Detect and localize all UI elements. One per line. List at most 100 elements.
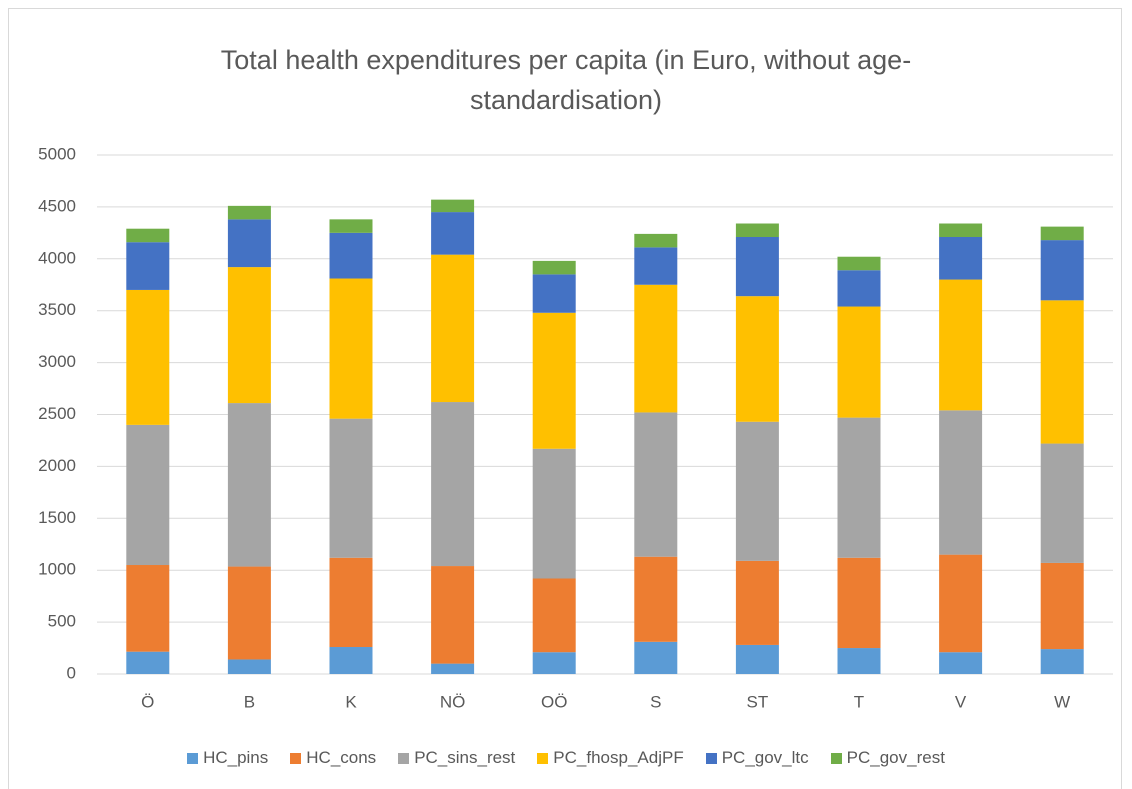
bar-segment: [939, 279, 983, 411]
bar-segment: [939, 554, 983, 653]
x-tick-label: B: [244, 692, 255, 711]
x-tick-label: K: [345, 692, 357, 711]
bar-segment: [634, 412, 678, 557]
y-tick-label: 5000: [38, 144, 76, 163]
y-tick-label: 4000: [38, 248, 76, 267]
bar-segment: [532, 578, 576, 653]
x-tick-label: NÖ: [440, 692, 466, 711]
bar-segment: [939, 410, 983, 555]
bar-segment: [126, 289, 170, 425]
bar-segment: [1040, 226, 1084, 241]
x-tick-label: OÖ: [541, 692, 567, 711]
bar-segment: [634, 233, 678, 248]
bar-segment: [227, 566, 271, 660]
y-tick-label: 4500: [38, 196, 76, 215]
bar-segment: [837, 648, 881, 674]
bar-segment: [939, 237, 983, 280]
x-tick-label: Ö: [141, 692, 154, 711]
y-tick-label: 1500: [38, 508, 76, 527]
bar-segment: [227, 403, 271, 567]
legend-swatch: [398, 752, 410, 764]
bar-segment: [329, 219, 373, 233]
bar-segment: [735, 296, 779, 422]
bar-segment: [1040, 240, 1084, 301]
bar-segment: [126, 565, 170, 652]
bar-segment: [329, 557, 373, 648]
bar-segment: [735, 421, 779, 561]
bar-segment: [735, 237, 779, 297]
bar-segment: [431, 254, 475, 403]
bar-segment: [431, 663, 475, 674]
legend-swatch: [830, 752, 842, 764]
bar-segment: [634, 641, 678, 674]
legend-item: PC_gov_rest: [830, 748, 945, 768]
bar-segment: [735, 223, 779, 238]
bar-segment: [126, 242, 170, 290]
bar-segment: [1040, 443, 1084, 563]
bar-segment: [1040, 300, 1084, 444]
legend-item: PC_gov_ltc: [705, 748, 809, 768]
y-tick-label: 2500: [38, 404, 76, 423]
y-tick-label: 3000: [38, 352, 76, 371]
bar-segment: [431, 402, 475, 567]
y-tick-label: 3500: [38, 300, 76, 319]
x-tick-label: ST: [747, 692, 769, 711]
bar-segment: [126, 228, 170, 243]
x-tick-label: V: [955, 692, 967, 711]
legend-item: HC_cons: [290, 748, 376, 768]
legend-item: PC_fhosp_AdjPF: [537, 748, 684, 768]
bar-segment: [837, 256, 881, 271]
bar-segment: [329, 418, 373, 558]
bar-segment: [634, 556, 678, 642]
legend-swatch: [705, 752, 717, 764]
bar-segment: [431, 199, 475, 213]
bar-segment: [329, 232, 373, 279]
legend-item: PC_sins_rest: [398, 748, 515, 768]
chart-frame: [8, 8, 1122, 789]
legend-label: HC_pins: [203, 748, 269, 767]
bar-segment: [329, 278, 373, 419]
y-tick-label: 2000: [38, 456, 76, 475]
legend-label: HC_cons: [306, 748, 377, 767]
bar-segment: [837, 557, 881, 649]
legend-label: PC_sins_rest: [414, 748, 516, 767]
bar-segment: [1040, 649, 1084, 674]
bar-segment: [227, 219, 271, 268]
bar-segment: [227, 267, 271, 404]
legend: HC_pins HC_cons PC_sins_rest PC_fhosp_AdjPF…: [0, 748, 1132, 768]
bar-segment: [329, 647, 373, 674]
bar-segment: [532, 312, 576, 449]
bar-segment: [1040, 562, 1084, 650]
bar-segment: [532, 274, 576, 313]
legend-item: HC_pins: [187, 748, 268, 768]
legend-label: PC_fhosp_AdjPF: [553, 748, 684, 767]
bar-segment: [126, 651, 170, 674]
legend-swatch: [187, 752, 199, 764]
bar-segment: [837, 270, 881, 307]
legend-swatch: [290, 752, 302, 764]
bar-segment: [939, 652, 983, 674]
bar-segment: [227, 659, 271, 674]
y-tick-label: 0: [67, 663, 76, 682]
bar-segment: [227, 205, 271, 220]
bar-segment: [532, 260, 576, 275]
x-tick-label: W: [1054, 692, 1070, 711]
bar-segment: [431, 212, 475, 255]
y-tick-label: 500: [48, 612, 76, 631]
bar-segment: [837, 417, 881, 558]
legend-label: PC_gov_rest: [846, 748, 945, 767]
bar-segment: [837, 306, 881, 418]
legend-swatch: [537, 752, 549, 764]
bar-segment: [939, 223, 983, 238]
y-tick-label: 1000: [38, 560, 76, 579]
bar-segment: [634, 284, 678, 413]
bar-segment: [634, 247, 678, 285]
x-tick-label: S: [650, 692, 661, 711]
bar-segment: [735, 560, 779, 645]
bar-segment: [532, 652, 576, 674]
legend-label: PC_gov_ltc: [721, 748, 809, 767]
x-tick-label: T: [854, 692, 864, 711]
bar-segment: [532, 448, 576, 579]
